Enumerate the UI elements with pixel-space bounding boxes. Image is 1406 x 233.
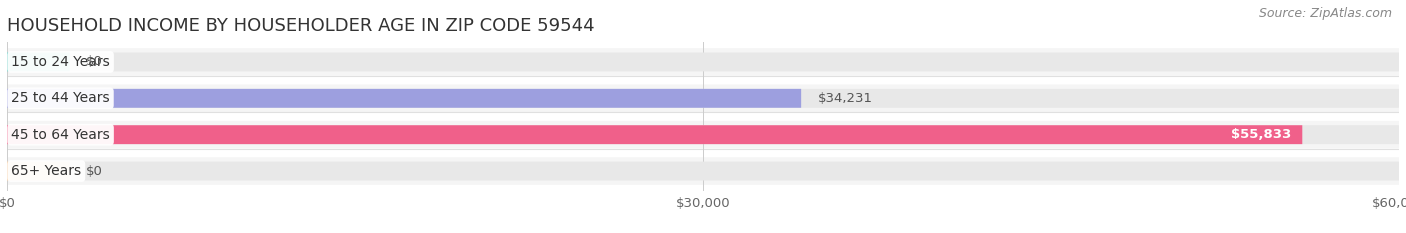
FancyBboxPatch shape	[7, 121, 1399, 148]
Text: 65+ Years: 65+ Years	[11, 164, 82, 178]
FancyBboxPatch shape	[7, 52, 70, 71]
Text: $0: $0	[86, 164, 103, 178]
FancyBboxPatch shape	[7, 162, 70, 181]
Text: 25 to 44 Years: 25 to 44 Years	[11, 91, 110, 105]
FancyBboxPatch shape	[7, 48, 1399, 76]
FancyBboxPatch shape	[7, 89, 1399, 108]
Text: $55,833: $55,833	[1230, 128, 1291, 141]
Text: 15 to 24 Years: 15 to 24 Years	[11, 55, 110, 69]
FancyBboxPatch shape	[7, 85, 1399, 112]
FancyBboxPatch shape	[7, 162, 1399, 181]
Text: $34,231: $34,231	[818, 92, 873, 105]
FancyBboxPatch shape	[7, 125, 1399, 144]
Text: HOUSEHOLD INCOME BY HOUSEHOLDER AGE IN ZIP CODE 59544: HOUSEHOLD INCOME BY HOUSEHOLDER AGE IN Z…	[7, 17, 595, 35]
FancyBboxPatch shape	[7, 52, 1399, 71]
FancyBboxPatch shape	[7, 89, 801, 108]
Text: $0: $0	[86, 55, 103, 69]
FancyBboxPatch shape	[7, 157, 1399, 185]
Text: Source: ZipAtlas.com: Source: ZipAtlas.com	[1258, 7, 1392, 20]
Text: 45 to 64 Years: 45 to 64 Years	[11, 128, 110, 142]
FancyBboxPatch shape	[7, 125, 1302, 144]
